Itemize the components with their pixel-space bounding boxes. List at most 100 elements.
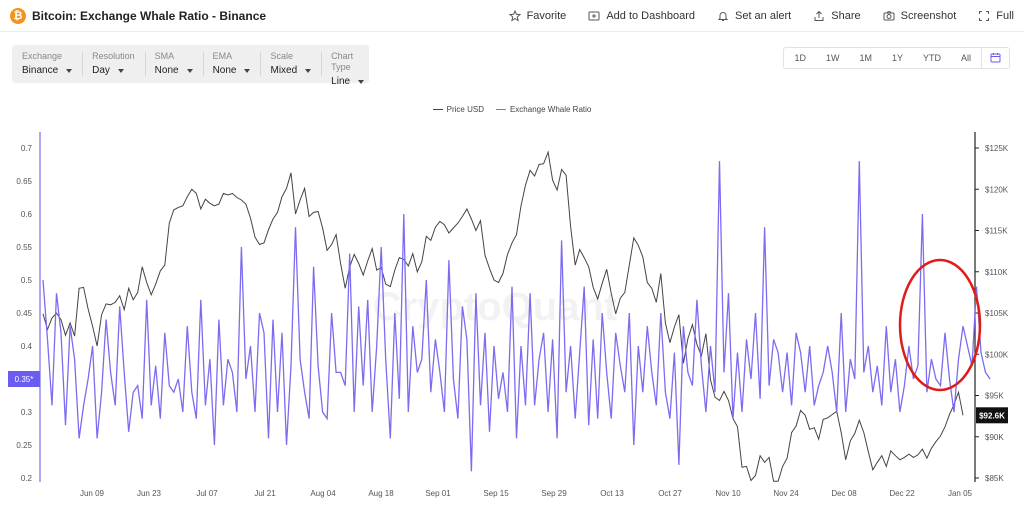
scale-label: Scale xyxy=(270,51,293,61)
favorite-label: Favorite xyxy=(526,10,567,22)
camera-icon xyxy=(883,10,895,22)
scale-value: Mixed xyxy=(270,65,298,76)
x-tick-label: Jul 07 xyxy=(196,489,218,498)
add-to-dashboard-button[interactable]: Add to Dashboard xyxy=(588,10,695,22)
range-1m-button[interactable]: 1M xyxy=(859,53,872,63)
exchange-whale-ratio-line xyxy=(42,161,991,472)
x-tick-label: Nov 10 xyxy=(715,489,741,498)
caret-down-icon xyxy=(66,69,73,73)
fullscreen-icon xyxy=(978,10,990,22)
caret-down-icon xyxy=(305,69,312,73)
legend-swatch-whale-ratio xyxy=(495,109,506,110)
legend-item-price[interactable]: Price USD xyxy=(432,105,484,114)
exchange-select[interactable]: Exchange Binance xyxy=(12,45,82,83)
range-ytd-button[interactable]: YTD xyxy=(922,53,941,63)
fullscreen-button[interactable]: Full xyxy=(978,10,1014,22)
x-tick-label: Dec 22 xyxy=(889,489,915,498)
add-to-dashboard-label: Add to Dashboard xyxy=(606,10,695,22)
y-right-tick-label: $125K xyxy=(985,144,1009,153)
favorite-button[interactable]: Favorite xyxy=(508,10,567,22)
scale-select[interactable]: Scale Mixed xyxy=(260,45,321,83)
y-left-tick-label: 0.45 xyxy=(16,309,32,318)
legend-item-whale-ratio[interactable]: Exchange Whale Ratio xyxy=(495,105,592,114)
header-bar: ₿ Bitcoin: Exchange Whale Ratio - Binanc… xyxy=(0,0,1024,32)
x-tick-label: Oct 27 xyxy=(658,489,682,498)
y-right-tick-label: $110K xyxy=(985,268,1008,277)
y-left-tick-label: 0.65 xyxy=(16,177,32,186)
chart-type-label: Chart Type xyxy=(331,51,354,72)
screenshot-label: Screenshot xyxy=(900,10,957,22)
x-tick-label: Dec 08 xyxy=(831,489,857,498)
y-right-tick-label: $105K xyxy=(985,309,1009,318)
range-1w-button[interactable]: 1W xyxy=(825,53,840,63)
chart-legend: Price USD Exchange Whale Ratio xyxy=(0,105,1024,114)
title-wrap: ₿ Bitcoin: Exchange Whale Ratio - Binanc… xyxy=(10,7,267,24)
header-actions: Favorite Add to Dashboard Set an alert S… xyxy=(487,0,1014,32)
x-tick-label: Jul 21 xyxy=(254,489,276,498)
chart-type-value: Line xyxy=(331,76,351,87)
fullscreen-label: Full xyxy=(996,10,1014,22)
range-1d-button[interactable]: 1D xyxy=(794,53,806,63)
share-icon xyxy=(813,10,825,22)
screenshot-button[interactable]: Screenshot xyxy=(883,10,957,22)
y-right-tick-label: $100K xyxy=(985,350,1009,359)
x-tick-label: Aug 18 xyxy=(368,489,394,498)
y-left-tick-label: 0.55 xyxy=(16,243,32,252)
x-tick-label: Aug 04 xyxy=(310,489,336,498)
x-tick-label: Jan 05 xyxy=(948,489,973,498)
y-left-tick-label: 0.6 xyxy=(21,210,33,219)
y-left-tick-label: 0.7 xyxy=(21,144,33,153)
legend-label-price: Price USD xyxy=(446,105,484,114)
exchange-label: Exchange xyxy=(22,51,63,61)
current-price-label: $92.6K xyxy=(979,411,1005,420)
sma-label: SMA xyxy=(154,51,175,61)
watermark: CryptoQuant xyxy=(373,285,617,329)
dashboard-add-icon xyxy=(588,10,600,22)
sma-select[interactable]: SMA None xyxy=(144,45,203,83)
share-button[interactable]: Share xyxy=(813,10,861,22)
price-usd-line xyxy=(42,150,964,482)
y-left-tick-label: 0.4 xyxy=(21,342,33,351)
chart-area: Price USD Exchange Whale Ratio CryptoQua… xyxy=(0,95,1024,506)
caret-down-icon xyxy=(186,69,193,73)
y-right-tick-label: $95K xyxy=(985,392,1004,401)
caret-down-icon xyxy=(117,69,124,73)
y-left-tick-label: 0.25 xyxy=(16,441,32,450)
caret-down-icon xyxy=(244,69,251,73)
set-alert-label: Set an alert xyxy=(734,10,792,22)
x-tick-label: Sep 15 xyxy=(483,489,509,498)
caret-down-icon xyxy=(358,80,365,84)
range-1y-button[interactable]: 1Y xyxy=(891,53,903,63)
current-price-tag xyxy=(976,407,1008,424)
ema-select[interactable]: EMA None xyxy=(202,45,261,83)
share-label: Share xyxy=(831,10,861,22)
ema-value: None xyxy=(212,65,237,76)
y-left-tick-label: 0.2 xyxy=(21,474,33,483)
x-tick-label: Nov 24 xyxy=(773,489,799,498)
x-tick-label: Sep 29 xyxy=(541,489,567,498)
current-ratio-label: 0.35* xyxy=(15,375,34,384)
x-tick-label: Jun 23 xyxy=(137,489,162,498)
range-all-button[interactable]: All xyxy=(960,53,971,63)
chart-type-select[interactable]: Chart Type Line xyxy=(321,45,374,87)
resolution-select[interactable]: Resolution Day xyxy=(82,45,145,83)
x-tick-label: Oct 13 xyxy=(600,489,624,498)
star-icon xyxy=(508,10,521,22)
current-ratio-tag xyxy=(8,371,40,387)
bitcoin-icon: ₿ xyxy=(10,7,26,24)
chart-svg[interactable]: CryptoQuant 0.7 0.65 0.6 0.55 0.5 0.45 0.4 0.35… xyxy=(0,95,1024,506)
bell-icon xyxy=(717,10,729,22)
y-left-tick-label: 0.3 xyxy=(21,408,33,417)
set-alert-button[interactable]: Set an alert xyxy=(717,10,791,22)
y-right-tick-label: $115K xyxy=(985,227,1008,236)
legend-swatch-price xyxy=(432,109,443,110)
resolution-label: Resolution xyxy=(92,51,135,61)
ema-label: EMA xyxy=(212,51,233,61)
y-right-tick-label: $120K xyxy=(985,185,1009,194)
chart-controls: Exchange Binance Resolution Day SMA None… xyxy=(12,45,369,87)
legend-label-whale-ratio: Exchange Whale Ratio xyxy=(509,105,592,114)
calendar-button[interactable] xyxy=(981,48,1009,68)
x-tick-label: Sep 01 xyxy=(425,489,451,498)
page-title: Bitcoin: Exchange Whale Ratio - Binance xyxy=(32,8,267,23)
y-left-tick-label: 0.5 xyxy=(21,276,33,285)
